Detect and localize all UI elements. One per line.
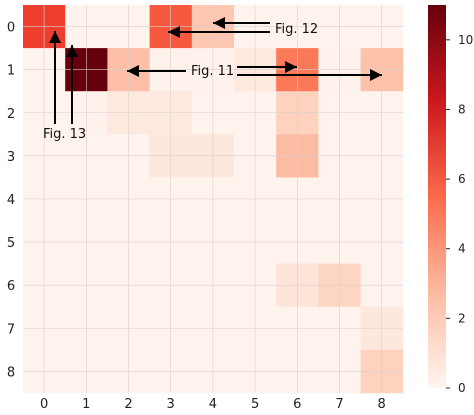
colorbar-ticks: 0 2 4 6 8 10 xyxy=(446,33,473,395)
y-tick-label-6: 6 xyxy=(7,279,15,294)
colorbar-tick-label-3: 6 xyxy=(458,172,466,186)
y-axis-ticks: 0 1 2 3 4 5 6 7 8 xyxy=(7,21,15,381)
x-tick-label-1: 1 xyxy=(82,397,90,412)
annotation-label-1: Fig. 11 xyxy=(191,64,234,79)
y-tick-label-4: 4 xyxy=(7,193,15,208)
annotations: Fig. 12 Fig. 11 Fig. 13 xyxy=(43,17,382,142)
colorbar-tick-label-2: 4 xyxy=(458,242,466,256)
x-tick-label-3: 3 xyxy=(167,397,175,412)
y-tick-label-5: 5 xyxy=(7,236,15,251)
x-tick-label-4: 4 xyxy=(209,397,217,412)
x-tick-label-5: 5 xyxy=(251,397,259,412)
colorbar-tick-label-1: 2 xyxy=(458,311,466,325)
annotation-label-2: Fig. 13 xyxy=(43,127,86,142)
x-tick-label-8: 8 xyxy=(378,397,386,412)
x-tick-label-7: 7 xyxy=(335,397,343,412)
colorbar: 0 2 4 6 8 10 xyxy=(428,5,473,395)
x-axis-ticks: 0 1 2 3 4 5 6 7 8 xyxy=(40,397,386,412)
x-tick-label-0: 0 xyxy=(40,397,48,412)
colorbar-tick-label-5: 10 xyxy=(458,33,473,47)
colorbar-gradient xyxy=(428,5,446,388)
colorbar-tick-label-0: 0 xyxy=(458,381,466,395)
y-tick-label-3: 3 xyxy=(7,150,15,165)
x-tick-label-6: 6 xyxy=(293,397,301,412)
x-tick-label-2: 2 xyxy=(124,397,132,412)
y-tick-label-7: 7 xyxy=(7,322,15,337)
colorbar-tick-label-4: 8 xyxy=(458,102,466,116)
y-tick-label-1: 1 xyxy=(7,64,15,79)
y-tick-label-0: 0 xyxy=(7,21,15,36)
y-tick-label-2: 2 xyxy=(7,107,15,122)
y-tick-label-8: 8 xyxy=(7,365,15,380)
annotation-label-0: Fig. 12 xyxy=(275,22,318,37)
